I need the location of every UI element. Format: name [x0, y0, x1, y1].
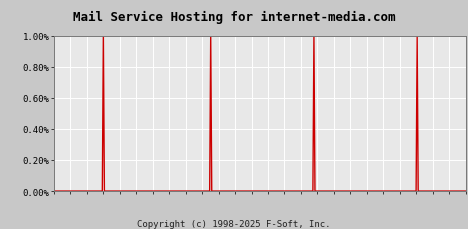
Legend: internet-media.com: internet-media.com — [9, 205, 139, 221]
Text: Mail Service Hosting for internet-media.com: Mail Service Hosting for internet-media.… — [73, 11, 395, 24]
Text: Copyright (c) 1998-2025 F-Soft, Inc.: Copyright (c) 1998-2025 F-Soft, Inc. — [137, 219, 331, 228]
